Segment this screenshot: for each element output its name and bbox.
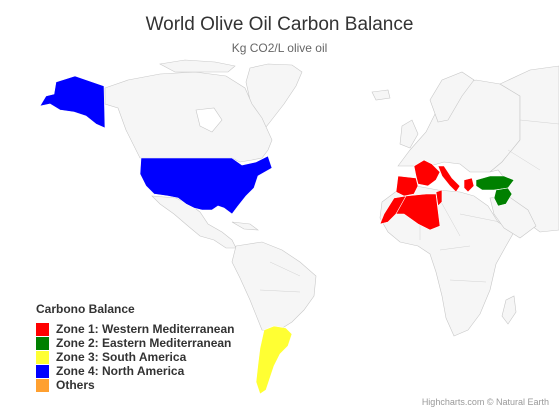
region-argentina[interactable] xyxy=(255,325,293,395)
map-subtitle: Kg CO2/L olive oil xyxy=(231,41,328,55)
land-iceland xyxy=(371,89,391,101)
map-title: World Olive Oil Carbon Balance xyxy=(145,14,414,35)
legend-swatch xyxy=(36,364,49,378)
region-greece[interactable] xyxy=(463,177,475,193)
credits-link[interactable]: Highcharts.com © Natural Earth xyxy=(421,397,549,407)
legend-label: Others xyxy=(56,378,95,392)
legend-swatch xyxy=(36,336,49,350)
region-turkey[interactable] xyxy=(475,175,515,191)
legend-swatch xyxy=(36,350,49,364)
region-italy[interactable] xyxy=(437,165,461,193)
region-algeria[interactable] xyxy=(395,193,441,231)
legend: Carbono Balance Zone 1: Western Mediterr… xyxy=(36,302,235,392)
legend-item-zone-4[interactable]: Zone 4: North America xyxy=(36,364,235,378)
legend-label: Zone 4: North America xyxy=(56,364,185,378)
region-syria[interactable] xyxy=(493,187,513,207)
land-scandinavia xyxy=(429,71,475,123)
land-uk xyxy=(399,119,419,149)
legend-item-zone-3[interactable]: Zone 3: South America xyxy=(36,350,235,364)
land-arctic-islands xyxy=(159,59,236,73)
region-france[interactable] xyxy=(413,159,441,187)
legend-label: Zone 2: Eastern Mediterranean xyxy=(56,336,232,350)
land-cuba xyxy=(231,221,259,231)
land-hudson-area xyxy=(195,107,223,133)
region-united-states[interactable] xyxy=(139,155,273,215)
legend-swatch xyxy=(36,322,49,336)
legend-title: Carbono Balance xyxy=(36,302,135,316)
legend-item-others[interactable]: Others xyxy=(36,378,235,392)
legend-label: Zone 1: Western Mediterranean xyxy=(56,322,235,336)
legend-item-zone-1[interactable]: Zone 1: Western Mediterranean xyxy=(36,322,235,336)
region-tunisia[interactable] xyxy=(435,189,443,207)
legend-swatch xyxy=(36,378,49,392)
land-arabia xyxy=(489,195,537,239)
region-spain-portugal[interactable] xyxy=(395,175,419,197)
land-south-america xyxy=(231,241,317,333)
land-madagascar xyxy=(501,295,517,325)
region-alaska[interactable] xyxy=(39,75,106,129)
legend-label: Zone 3: South America xyxy=(56,350,187,364)
legend-item-zone-2[interactable]: Zone 2: Eastern Mediterranean xyxy=(36,336,235,350)
